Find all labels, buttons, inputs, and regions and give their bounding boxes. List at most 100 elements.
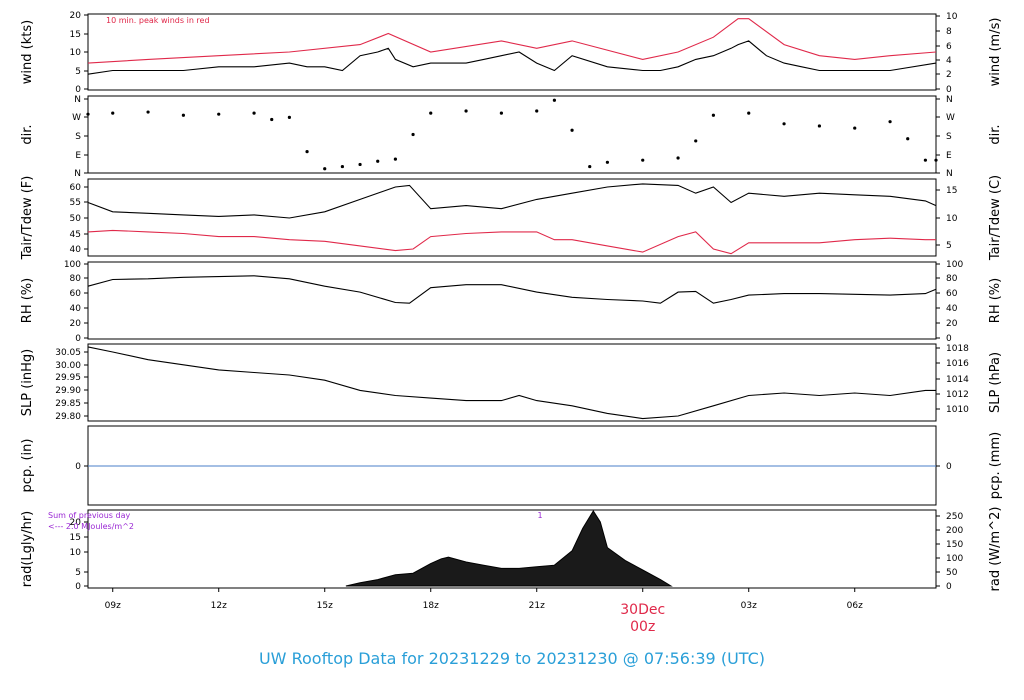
y-axis-label-right: RH (%) xyxy=(988,278,1003,323)
series-line xyxy=(87,346,936,420)
data-point xyxy=(411,132,415,137)
data-point xyxy=(641,158,645,162)
y-tick-label-right: 250 xyxy=(946,512,963,522)
y-tick-label-left: 10 xyxy=(70,48,82,58)
data-point xyxy=(323,167,327,171)
x-tick-label: 06z xyxy=(847,601,863,611)
y-axis-label-left: Tair/Tdew (F) xyxy=(20,176,35,261)
y-axis-label-right: wind (m/s) xyxy=(988,18,1003,87)
y-tick-label-left: 0 xyxy=(75,85,81,95)
y-tick-label-right: 0 xyxy=(946,334,952,344)
panel-frame xyxy=(87,343,937,422)
data-point xyxy=(270,117,274,122)
y-tick-label-right: 100 xyxy=(946,554,963,564)
y-axis-label-right: SLP (hPa) xyxy=(988,352,1003,413)
y-tick-label-left: 60 xyxy=(70,183,82,193)
y-tick-label-left: N xyxy=(74,95,81,105)
data-point xyxy=(853,126,857,130)
y-tick-label-right: 200 xyxy=(946,526,963,536)
footer-title: UW Rooftop Data for 20231229 to 20231230… xyxy=(258,649,766,668)
y-tick-label-right: 4 xyxy=(946,56,952,66)
y-tick-label-right: 1014 xyxy=(946,375,969,385)
y-tick-label-right: 20 xyxy=(946,319,958,329)
y-tick-label-right: N xyxy=(946,95,953,105)
panel-rad: rad(Lgly/hr) rad (W/m^2)05101520050100150… xyxy=(20,507,1003,592)
data-point xyxy=(111,111,115,115)
data-point xyxy=(782,122,786,126)
panel-frame xyxy=(87,261,937,340)
y-tick-label-left: 20 xyxy=(70,11,82,21)
data-point xyxy=(923,158,928,162)
y-tick-label-right: 0 xyxy=(946,582,952,592)
y-tick-label-right: 2 xyxy=(946,70,952,80)
y-axis-label-left: SLP (inHg) xyxy=(20,349,35,417)
y-tick-label-right: 1012 xyxy=(946,390,969,400)
data-point xyxy=(429,111,433,115)
y-tick-label-left: 20 xyxy=(70,518,82,528)
y-tick-label-right: 6 xyxy=(946,42,952,52)
data-point xyxy=(817,124,822,128)
y-tick-label-right: 1016 xyxy=(946,359,969,369)
y-tick-label-right: S xyxy=(946,132,952,142)
data-point xyxy=(287,115,291,119)
y-tick-label-right: 50 xyxy=(946,568,958,578)
data-point xyxy=(358,162,362,167)
series-line-tdew xyxy=(87,229,936,255)
data-point xyxy=(552,98,557,102)
y-tick-label-left: 0 xyxy=(75,582,81,592)
y-tick-label-left: 40 xyxy=(70,304,82,314)
y-tick-label-right: 0 xyxy=(946,462,952,472)
x-tick-label: 12z xyxy=(211,601,227,611)
y-tick-label-left: 80 xyxy=(70,274,82,284)
y-axis-label-right: rad (W/m^2) xyxy=(988,507,1003,592)
series-line xyxy=(87,40,937,75)
y-tick-label-left: 29.80 xyxy=(55,412,81,422)
y-tick-label-left: 60 xyxy=(70,289,82,299)
y-tick-label-left: S xyxy=(75,132,81,142)
radiation-top-mark: 1 xyxy=(537,511,542,520)
y-tick-label-left: 29.85 xyxy=(55,399,81,409)
y-tick-label-left: 100 xyxy=(64,260,81,270)
series-line xyxy=(87,275,937,304)
y-tick-label-left: 45 xyxy=(70,230,81,240)
y-axis-label-right: pcp. (mm) xyxy=(988,432,1003,499)
y-tick-label-left: 29.95 xyxy=(55,373,81,383)
panel-slp: SLP (inHg) SLP (hPa) 29.80 29.85 29.90 29.95 3… xyxy=(20,343,1003,422)
data-point xyxy=(181,113,185,117)
y-tick-label-left: N xyxy=(74,169,81,179)
y-tick-label-right: 10 xyxy=(946,12,958,22)
data-point xyxy=(906,137,910,141)
data-point xyxy=(217,112,221,116)
series-line-peak xyxy=(87,18,937,64)
y-tick-label-left: 15 xyxy=(70,533,81,543)
data-point xyxy=(146,110,150,114)
y-tick-label-left: 10 xyxy=(70,548,82,558)
y-axis-label-right: dir. xyxy=(988,124,1003,144)
radiation-area xyxy=(345,510,673,587)
data-point xyxy=(340,164,344,169)
y-tick-label-right: 15 xyxy=(946,186,957,196)
series-line-tair xyxy=(87,183,937,219)
y-tick-label-left: 0 xyxy=(75,334,81,344)
data-point xyxy=(676,156,680,160)
panel-frame xyxy=(87,509,937,589)
y-tick-label-right: 150 xyxy=(946,540,963,550)
y-axis-label-left: pcp. (in) xyxy=(20,439,35,493)
y-tick-label-left: 0 xyxy=(75,462,81,472)
y-tick-label-right: 10 xyxy=(946,214,958,224)
y-tick-label-left: W xyxy=(72,113,81,123)
y-tick-label-right: 8 xyxy=(946,27,952,37)
data-point xyxy=(605,160,610,164)
y-tick-label-right: 1018 xyxy=(946,344,969,354)
y-tick-label-right: N xyxy=(946,169,953,179)
data-point xyxy=(747,111,751,115)
data-point xyxy=(535,109,539,113)
data-point xyxy=(934,158,938,162)
y-tick-label-right: 1010 xyxy=(946,405,969,415)
y-tick-label-right: 5 xyxy=(946,241,952,251)
y-axis-label-left: dir. xyxy=(20,124,35,144)
y-tick-label-right: 0 xyxy=(946,85,952,95)
y-tick-label-left: 29.90 xyxy=(55,386,81,396)
